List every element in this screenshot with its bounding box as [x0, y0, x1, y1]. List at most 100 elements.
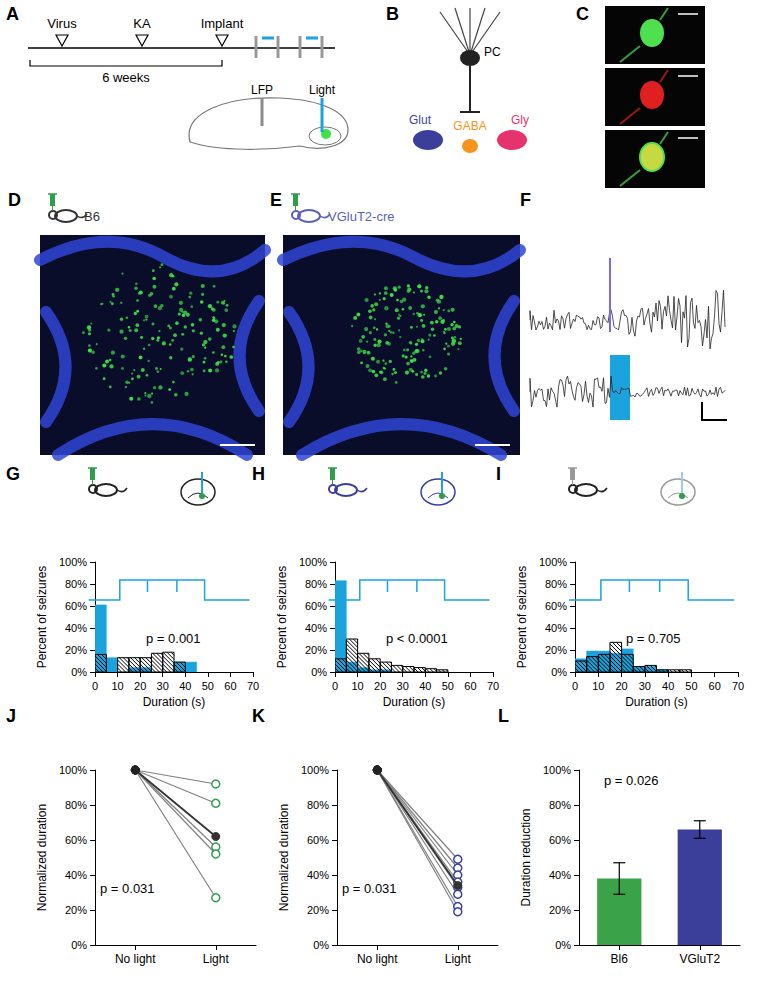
svg-text:Duration (s): Duration (s)	[625, 695, 688, 709]
svg-text:100%: 100%	[59, 764, 87, 776]
svg-text:p = 0.031: p = 0.031	[100, 881, 155, 896]
svg-text:100%: 100%	[539, 556, 567, 568]
svg-text:80%: 80%	[307, 799, 329, 811]
svg-text:K: K	[252, 706, 265, 726]
svg-text:Percent of seizures: Percent of seizures	[35, 566, 49, 669]
svg-text:I: I	[496, 464, 501, 484]
svg-text:p = 0.705: p = 0.705	[626, 631, 681, 646]
svg-text:80%: 80%	[545, 578, 567, 590]
svg-text:10: 10	[592, 680, 604, 692]
svg-text:VGluT2-cre: VGluT2-cre	[328, 209, 394, 224]
svg-text:0%: 0%	[555, 939, 571, 951]
svg-text:80%: 80%	[65, 799, 87, 811]
svg-text:Percent of seizures: Percent of seizures	[275, 566, 289, 669]
svg-text:100%: 100%	[301, 764, 329, 776]
svg-text:70: 70	[247, 680, 259, 692]
svg-text:60%: 60%	[65, 600, 87, 612]
svg-text:p = 0.001: p = 0.001	[146, 631, 201, 646]
svg-text:0%: 0%	[311, 666, 327, 678]
svg-text:F: F	[520, 190, 531, 210]
svg-text:p < 0.0001: p < 0.0001	[386, 631, 448, 646]
svg-text:100%: 100%	[59, 556, 87, 568]
svg-text:H: H	[252, 464, 265, 484]
svg-text:Duration (s): Duration (s)	[383, 695, 446, 709]
svg-text:0%: 0%	[551, 666, 567, 678]
svg-text:20: 20	[615, 680, 627, 692]
svg-text:Bl6: Bl6	[611, 952, 629, 966]
svg-text:30: 30	[157, 680, 169, 692]
svg-text:G: G	[6, 464, 20, 484]
svg-text:E: E	[270, 190, 282, 210]
svg-text:p = 0.031: p = 0.031	[342, 881, 397, 896]
svg-text:10: 10	[111, 680, 123, 692]
svg-text:60%: 60%	[65, 834, 87, 846]
svg-text:LFP: LFP	[251, 83, 273, 97]
svg-text:30: 30	[639, 680, 651, 692]
svg-text:100%: 100%	[299, 556, 327, 568]
svg-text:100%: 100%	[543, 764, 571, 776]
svg-text:60: 60	[464, 680, 476, 692]
svg-text:70: 70	[732, 680, 744, 692]
svg-text:60: 60	[709, 680, 721, 692]
svg-text:50: 50	[202, 680, 214, 692]
svg-text:6 weeks: 6 weeks	[102, 70, 150, 85]
svg-text:GABA: GABA	[453, 119, 486, 133]
svg-text:Normalized duration: Normalized duration	[35, 804, 49, 911]
svg-text:40%: 40%	[65, 622, 87, 634]
svg-text:L: L	[498, 706, 509, 726]
svg-text:40%: 40%	[305, 622, 327, 634]
svg-text:J: J	[6, 706, 16, 726]
svg-text:Light: Light	[445, 952, 472, 966]
svg-text:40%: 40%	[545, 622, 567, 634]
svg-text:80%: 80%	[65, 578, 87, 590]
svg-text:0%: 0%	[71, 939, 87, 951]
svg-text:20: 20	[134, 680, 146, 692]
svg-text:40: 40	[179, 680, 191, 692]
svg-text:No light: No light	[357, 952, 398, 966]
svg-text:PC: PC	[484, 45, 501, 59]
svg-text:Normalized duration: Normalized duration	[277, 804, 291, 911]
svg-text:B6: B6	[84, 209, 100, 224]
svg-text:20%: 20%	[307, 904, 329, 916]
svg-text:No light: No light	[115, 952, 156, 966]
svg-text:40%: 40%	[307, 869, 329, 881]
svg-text:20%: 20%	[65, 904, 87, 916]
svg-text:60%: 60%	[545, 600, 567, 612]
svg-text:Implant: Implant	[201, 16, 244, 31]
svg-text:p = 0.026: p = 0.026	[604, 773, 659, 788]
svg-text:Duration (s): Duration (s)	[143, 695, 206, 709]
svg-text:C: C	[576, 4, 589, 24]
svg-text:60%: 60%	[305, 600, 327, 612]
svg-text:Virus: Virus	[47, 16, 77, 31]
svg-text:Duration reduction: Duration reduction	[519, 808, 533, 906]
svg-text:60%: 60%	[549, 834, 571, 846]
svg-text:0: 0	[92, 680, 98, 692]
svg-text:20: 20	[374, 680, 386, 692]
svg-text:Glut: Glut	[409, 113, 432, 127]
svg-text:80%: 80%	[305, 578, 327, 590]
svg-text:Light: Light	[309, 83, 336, 97]
svg-text:A: A	[6, 4, 19, 24]
svg-text:40%: 40%	[65, 869, 87, 881]
svg-text:10: 10	[351, 680, 363, 692]
svg-text:Light: Light	[203, 952, 230, 966]
svg-text:0: 0	[332, 680, 338, 692]
svg-text:60: 60	[224, 680, 236, 692]
svg-text:50: 50	[442, 680, 454, 692]
svg-text:KA: KA	[133, 16, 151, 31]
svg-text:20%: 20%	[549, 904, 571, 916]
svg-text:40: 40	[662, 680, 674, 692]
svg-text:50: 50	[685, 680, 697, 692]
svg-text:20%: 20%	[305, 644, 327, 656]
svg-text:30: 30	[397, 680, 409, 692]
svg-text:VGluT2: VGluT2	[679, 952, 720, 966]
svg-text:80%: 80%	[549, 799, 571, 811]
svg-text:70: 70	[487, 680, 499, 692]
svg-text:Percent of seizures: Percent of seizures	[515, 566, 529, 669]
svg-text:D: D	[8, 190, 21, 210]
svg-text:60%: 60%	[307, 834, 329, 846]
svg-text:Gly: Gly	[511, 113, 529, 127]
svg-text:20%: 20%	[545, 644, 567, 656]
svg-text:40: 40	[419, 680, 431, 692]
svg-text:20%: 20%	[65, 644, 87, 656]
